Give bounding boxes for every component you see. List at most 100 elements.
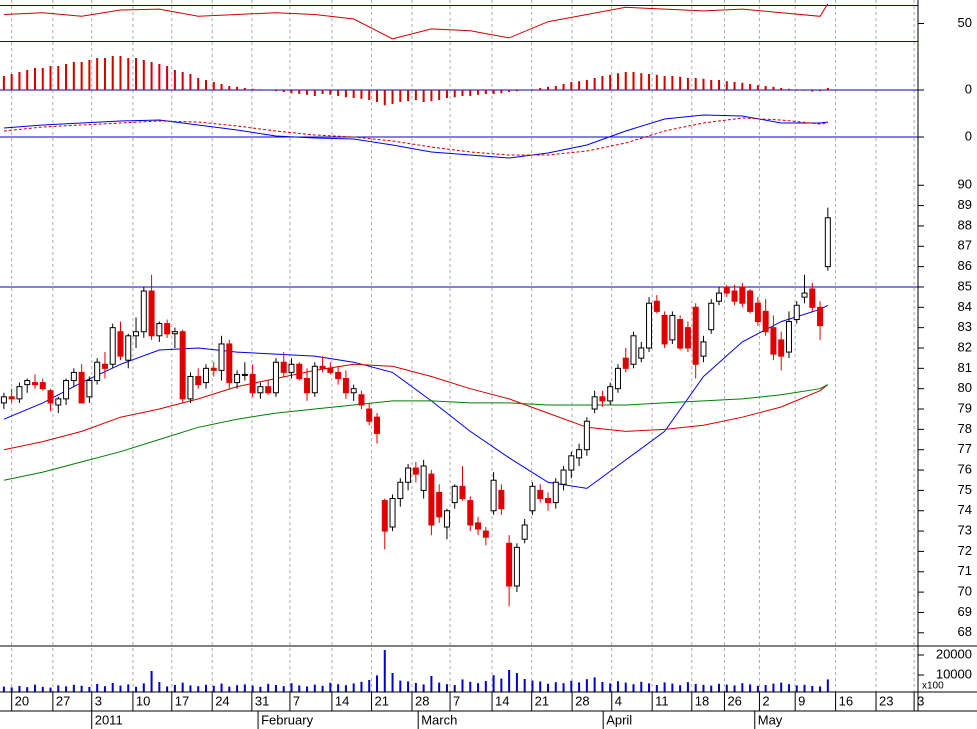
candle-body (770, 327, 777, 355)
candle-body (451, 485, 458, 504)
candle-body (568, 455, 575, 471)
histogram-bar (2, 76, 5, 90)
candle-body (125, 335, 132, 361)
x-tick-label: 4 (615, 693, 622, 708)
histogram-bar (679, 76, 682, 90)
histogram-bar (819, 90, 822, 92)
candle-body (607, 386, 614, 402)
x-tick-label: 27 (56, 693, 70, 708)
volume-bar (236, 685, 239, 692)
histogram-bar (228, 86, 231, 90)
volume-bar (158, 682, 161, 692)
rsi-line (3, 3, 829, 40)
histogram-bar (391, 90, 394, 104)
candle-body (311, 365, 318, 394)
candle-body (614, 367, 621, 390)
y-tick-label: 78 (958, 421, 972, 436)
candle-body (785, 321, 792, 353)
histogram-bar (663, 76, 666, 90)
histogram-bar (383, 90, 386, 106)
candle-body (576, 449, 583, 459)
volume-bar (826, 679, 829, 692)
histogram-bar (368, 90, 371, 100)
volume-bar (391, 673, 394, 692)
histogram-bar (461, 90, 464, 96)
x-tick-label: 11 (655, 693, 669, 708)
histogram-bar (290, 90, 293, 94)
y-tick-label: 71 (958, 563, 972, 578)
volume-bar (811, 686, 814, 692)
volume-bar (616, 681, 619, 692)
volume-bar (492, 675, 495, 692)
y-tick-label: 82 (958, 339, 972, 354)
volume-bar (181, 682, 184, 692)
candle-body (677, 319, 684, 349)
x-tick-label: 14 (495, 693, 509, 708)
y-tick-label: 70 (958, 584, 972, 599)
candle-body (373, 416, 380, 434)
candle-body (490, 479, 497, 512)
x-tick-label: 14 (335, 693, 349, 708)
volume-bar (671, 683, 674, 692)
x-tick-label: 16 (839, 693, 853, 708)
histogram-bar (10, 74, 13, 90)
histogram-bar (795, 89, 798, 90)
histogram-bar (733, 82, 736, 90)
candle-body (405, 467, 412, 483)
candle-body (778, 339, 785, 357)
histogram-bar (49, 66, 52, 90)
volume-bar (166, 686, 169, 692)
candle-body (723, 286, 730, 294)
candle-body (234, 373, 241, 384)
candle-body (86, 380, 93, 398)
volume-bar (204, 684, 207, 692)
histogram-bar (624, 72, 627, 90)
volume-bar (119, 685, 122, 692)
volume-bar (407, 681, 410, 692)
volume-bar (72, 684, 75, 692)
histogram-bar (547, 86, 550, 90)
volume-bar (298, 685, 301, 692)
volume-bar (648, 683, 651, 692)
histogram-bar (344, 90, 347, 98)
histogram-bar (243, 88, 246, 90)
moving-average (3, 384, 829, 481)
histogram-bar (150, 62, 153, 90)
volume-bar (609, 683, 612, 692)
histogram-bar (772, 86, 775, 90)
candle-body (55, 398, 62, 406)
volume-bar (764, 685, 767, 692)
candle-body (545, 498, 552, 504)
histogram-bar (329, 90, 332, 95)
month-label: February (261, 712, 314, 727)
candle-body (739, 286, 746, 304)
candle-body (521, 524, 528, 540)
histogram-bar (648, 74, 651, 90)
volume-bar (819, 686, 822, 692)
histogram-bar (671, 76, 674, 90)
volume-bar (554, 682, 557, 692)
candle-body (179, 331, 186, 400)
histogram-bar (640, 73, 643, 90)
histogram-bar (787, 88, 790, 90)
histogram-bar (111, 56, 114, 90)
candle-body (195, 375, 202, 386)
volume-bar (189, 685, 192, 692)
histogram-bar (655, 74, 658, 90)
candle-body (591, 396, 598, 410)
x-tick-label: 17 (175, 693, 189, 708)
volume-bar (725, 684, 728, 692)
volume-bar (445, 684, 448, 692)
candle-body (661, 314, 668, 345)
volume-bar (547, 683, 550, 692)
macd-line (3, 114, 828, 159)
candle-body (420, 465, 427, 491)
y-tick-label: 81 (958, 360, 972, 375)
histogram-bar (414, 90, 417, 100)
y-tick-label: 83 (958, 319, 972, 334)
histogram-bar (352, 90, 355, 98)
y-tick-label: 75 (958, 482, 972, 497)
candle-body (443, 510, 450, 528)
candle-body (459, 485, 466, 500)
candle-body (257, 386, 264, 394)
